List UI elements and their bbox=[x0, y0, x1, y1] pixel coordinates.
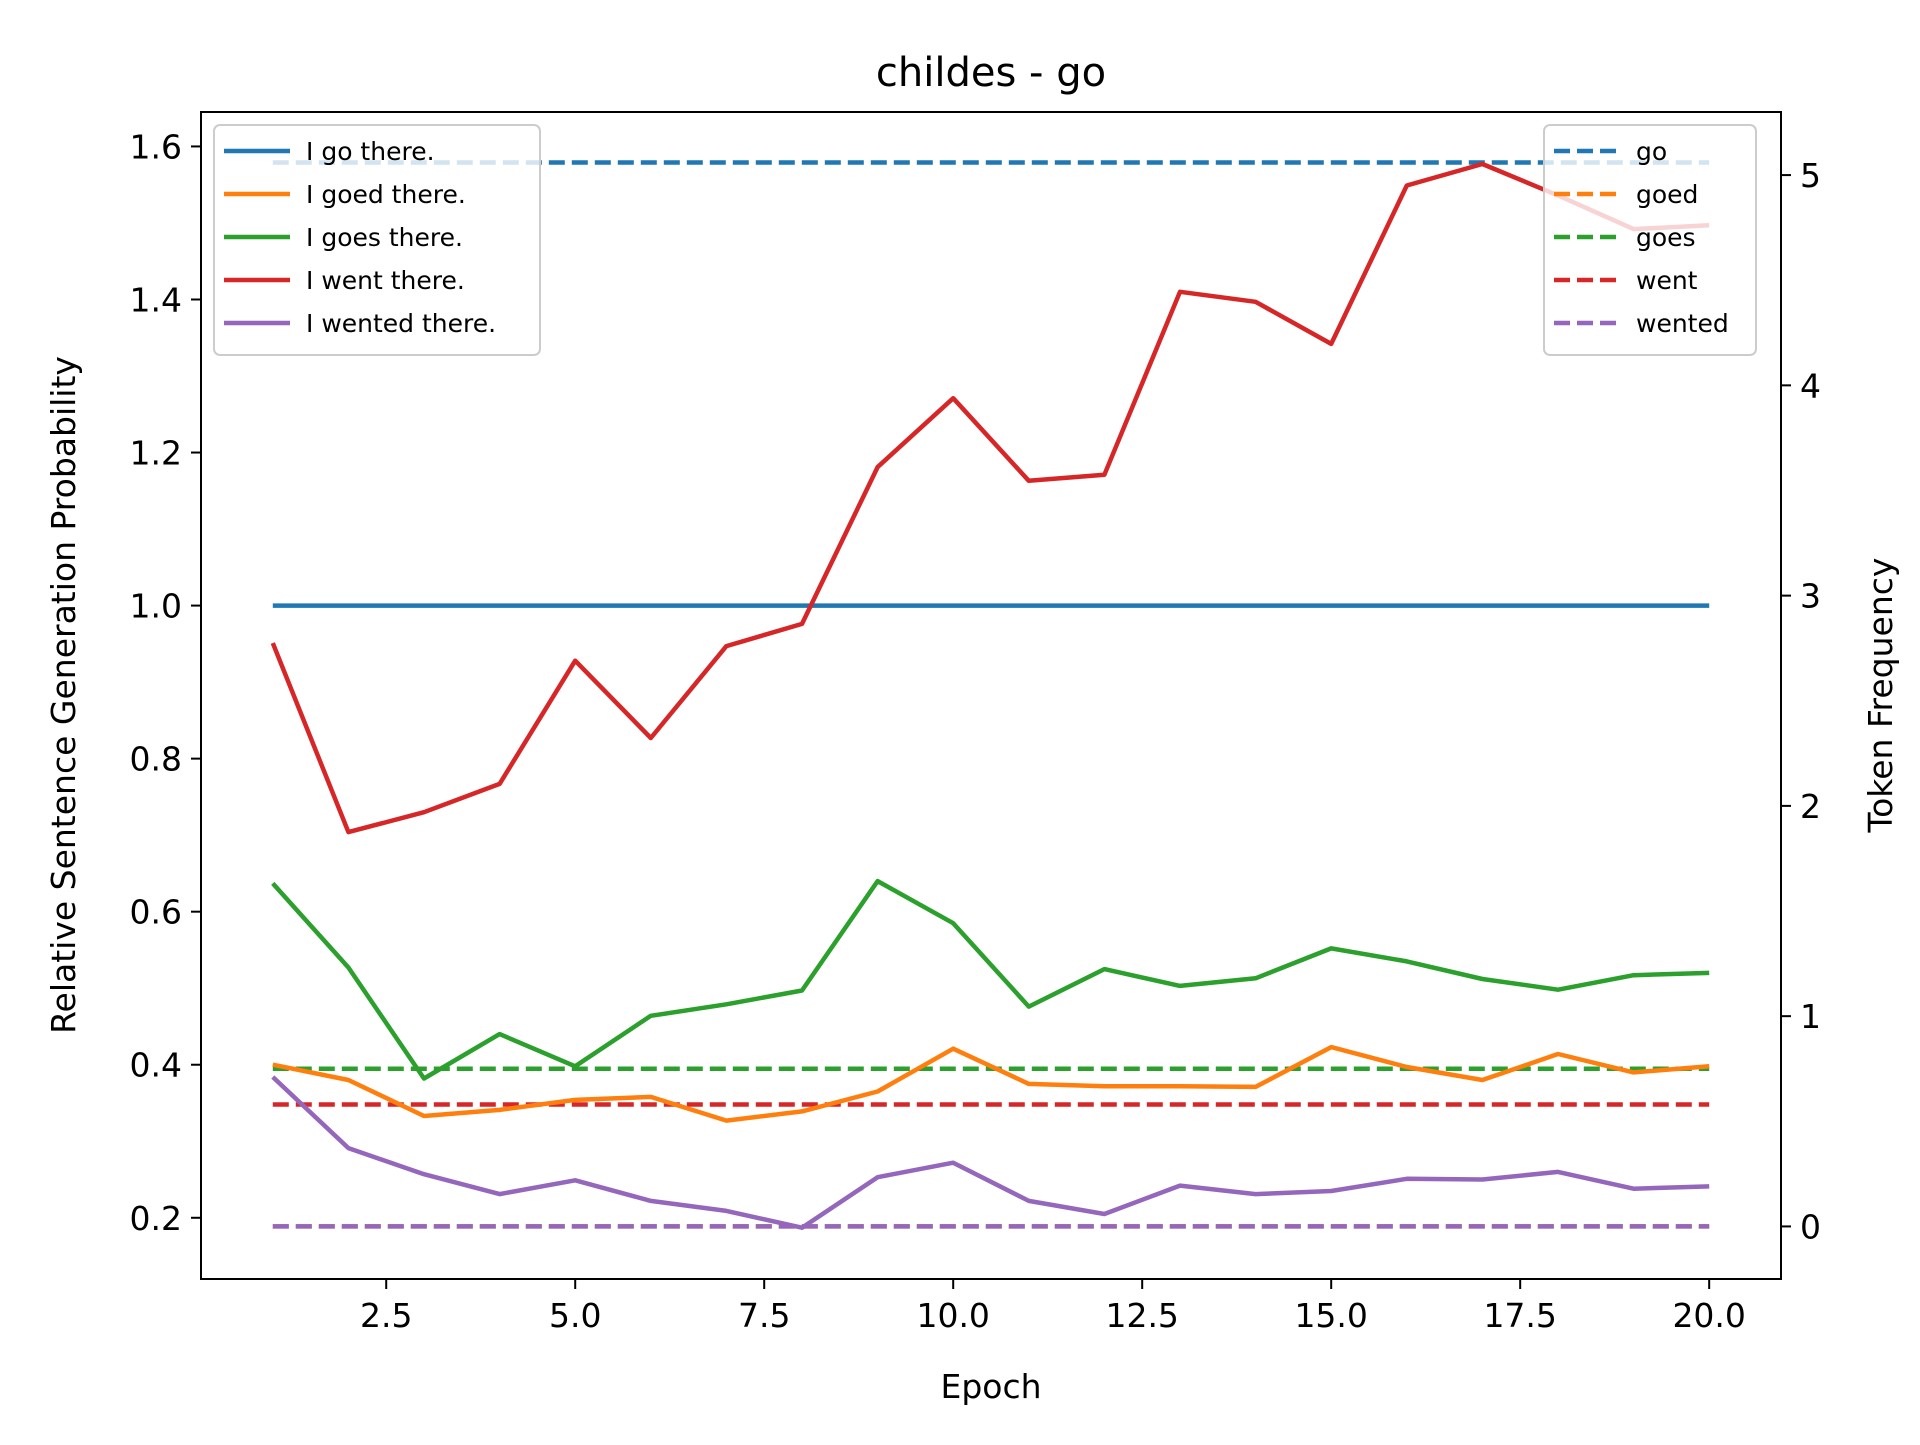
series-line-i-went-there bbox=[270, 161, 1710, 835]
x-tick-label: 17.5 bbox=[1483, 1296, 1556, 1335]
legend-upper-right: go goed goes went wented bbox=[1543, 124, 1757, 356]
legend-label-i-wented-there: I wented there. bbox=[306, 309, 496, 338]
y2-tick-label: 5 bbox=[1800, 156, 1821, 195]
y2-tick-label: 0 bbox=[1800, 1207, 1821, 1246]
legend-label-i-goed-there: I goed there. bbox=[306, 180, 466, 209]
legend-label-i-go-there: I go there. bbox=[306, 137, 435, 166]
x-tick-label: 5.0 bbox=[549, 1296, 601, 1335]
x-tick-label: 2.5 bbox=[360, 1296, 412, 1335]
x-axis-label: Epoch bbox=[940, 1367, 1041, 1406]
legend-label-goed: goed bbox=[1636, 180, 1698, 209]
x-tick-label: 20.0 bbox=[1672, 1296, 1745, 1335]
x-tick-label: 10.0 bbox=[916, 1296, 989, 1335]
legend-box bbox=[1543, 124, 1757, 356]
x-tick-label: 7.5 bbox=[738, 1296, 790, 1335]
y2-tick-label: 3 bbox=[1800, 577, 1821, 616]
x-tick-label: 15.0 bbox=[1294, 1296, 1367, 1335]
series-line-i-goes-there bbox=[271, 878, 1710, 1081]
legend-upper-left: I go there. I goed there. I goes there. I w… bbox=[213, 124, 541, 356]
legend-box bbox=[213, 124, 541, 356]
y-tick-label: 0.2 bbox=[130, 1199, 182, 1238]
y-tick-label: 0.4 bbox=[130, 1046, 182, 1085]
y-tick-label: 1.2 bbox=[130, 434, 182, 473]
legend-label-wented: wented bbox=[1636, 309, 1729, 338]
legend-label-goes: goes bbox=[1636, 223, 1696, 252]
legend-label-i-goes-there: I goes there. bbox=[306, 223, 463, 252]
y2-tick-label: 2 bbox=[1800, 787, 1821, 826]
x-tick-label: 12.5 bbox=[1105, 1296, 1178, 1335]
plot-frame bbox=[200, 111, 1782, 1280]
y2-tick-label: 4 bbox=[1800, 366, 1821, 405]
ticks-layer: 2.5 5.0 7.5 10.0 12.5 15.0 17.5 20.0 0.2 0.4 0.6 0.… bbox=[130, 127, 1821, 1335]
y2-axis-label: Token Frequency bbox=[1861, 558, 1900, 834]
y2-tick-label: 1 bbox=[1800, 997, 1821, 1036]
y-tick-label: 1.4 bbox=[130, 280, 182, 319]
y-tick-label: 0.8 bbox=[130, 740, 182, 779]
series-line-i-goed-there bbox=[272, 1044, 1710, 1123]
y-tick-label: 0.6 bbox=[130, 893, 182, 932]
legend-layer: I go there. I goed there. I goes there. I w… bbox=[213, 124, 1757, 356]
series-line-i-wented-there bbox=[271, 1075, 1710, 1230]
chart-title: childes - go bbox=[876, 50, 1106, 96]
y-axis-label: Relative Sentence Generation Probability bbox=[44, 356, 83, 1034]
legend-label-i-went-there: I went there. bbox=[306, 266, 465, 295]
y-tick-label: 1.0 bbox=[130, 587, 182, 626]
legend-label-went: went bbox=[1636, 266, 1698, 295]
legend-label-go: go bbox=[1636, 137, 1667, 166]
series-layer bbox=[270, 160, 1710, 1230]
y-tick-label: 1.6 bbox=[130, 127, 182, 166]
